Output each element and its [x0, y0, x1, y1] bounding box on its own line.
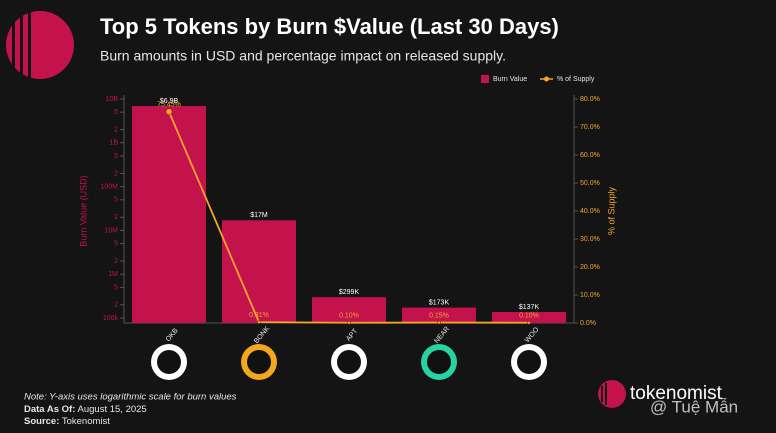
bar-value-label: $299K	[339, 289, 360, 296]
y-tick-label: 5	[114, 153, 118, 160]
watermark: @ Tuệ Mẫn	[650, 397, 738, 416]
y2-tick-label: 80.0%	[580, 96, 600, 103]
source-label: Source:	[24, 416, 59, 427]
y2-tick-label: 60.0%	[580, 152, 600, 159]
y-axis-title: Burn Value (USD)	[78, 175, 88, 246]
line-marker	[527, 320, 531, 325]
y2-tick-label: 40.0%	[580, 208, 600, 215]
footer-date: Data As Of: August 15, 2025	[24, 404, 147, 415]
line-value-label: 75.45%	[157, 102, 181, 109]
logo	[6, 11, 74, 79]
y-tick-label: 5	[114, 240, 118, 247]
token-icon-inner	[157, 350, 181, 374]
bar-value-label: $137K	[519, 304, 540, 311]
bar	[402, 307, 476, 323]
bar	[132, 106, 206, 324]
y2-tick-label: 50.0%	[580, 180, 600, 187]
y2-tick-label: 20.0%	[580, 264, 600, 271]
line-marker	[165, 108, 173, 115]
legend-label: % of Supply	[557, 76, 595, 83]
source: Tokenomist	[62, 416, 110, 427]
y-tick-label: 100M	[100, 183, 118, 190]
bar-value-label: $173K	[429, 299, 450, 306]
y-tick-label: 100k	[103, 315, 119, 322]
y-tick-label: 2	[114, 126, 118, 133]
date: August 15, 2025	[78, 404, 147, 415]
y-tick-label: 5	[114, 197, 118, 204]
y2-tick-label: 70.0%	[580, 124, 600, 131]
y-tick-label: 2	[114, 214, 118, 221]
token-icon-inner	[337, 350, 361, 374]
y-tick-label: 2	[114, 258, 118, 265]
y2-tick-label: 0.0%	[580, 320, 596, 327]
token-icon-inner	[427, 350, 451, 374]
line-value-label: 0.31%	[249, 312, 269, 319]
y-tick-label: 2	[114, 170, 118, 177]
y2-axis-title: % of Supply	[606, 186, 616, 235]
line-value-label: 0.15%	[429, 312, 449, 319]
line-marker	[257, 320, 261, 324]
legend-swatch	[544, 76, 549, 82]
y-tick-label: 2	[114, 302, 118, 309]
legend: Burn Value % of Supply	[481, 75, 595, 83]
y-tick-label: 10M	[104, 227, 118, 234]
chart-subtitle: Burn amounts in USD and percentage impac…	[100, 48, 506, 64]
brand: tokenomist	[630, 383, 723, 404]
line-value-label: 0.10%	[339, 313, 359, 320]
line-marker	[437, 320, 441, 325]
legend-label: Burn Value	[493, 76, 527, 83]
y-tick-label: 1B	[109, 140, 118, 147]
y2-tick-label: 10.0%	[580, 292, 600, 299]
y2-tick-label: 30.0%	[580, 236, 600, 243]
chart-title: Top 5 Tokens by Burn $Value (Last 30 Day…	[100, 14, 559, 39]
token-icon-inner	[517, 350, 541, 374]
bar-value-label: $17M	[250, 212, 268, 219]
y-tick-label: 10B	[106, 96, 119, 103]
date-label: Data As Of:	[24, 404, 75, 415]
y-tick-label: 5	[114, 109, 118, 116]
bar	[312, 297, 386, 323]
y-tick-label: 1M	[108, 271, 118, 278]
line-marker	[347, 320, 351, 325]
brand-logo	[598, 380, 626, 408]
y-tick-label: 5	[114, 284, 118, 291]
legend-swatch	[481, 75, 489, 83]
footer-source: Source: Tokenomist	[24, 416, 110, 427]
token-icon-inner	[247, 350, 271, 374]
bar-value-label: $6.9B	[160, 98, 179, 105]
footer-note: Note: Y-axis uses logarithmic scale for …	[24, 392, 237, 403]
bar	[492, 312, 566, 323]
line-value-label: 0.10%	[519, 313, 539, 320]
bar	[222, 220, 296, 323]
